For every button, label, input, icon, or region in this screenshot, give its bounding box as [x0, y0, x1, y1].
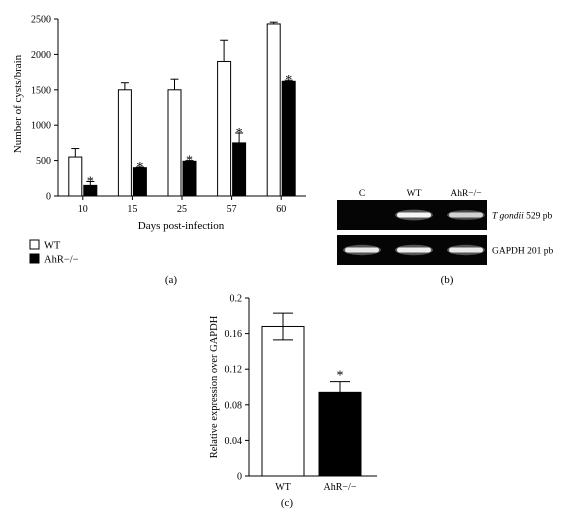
- chart-a-y-tick-label: 1000: [31, 121, 51, 132]
- chart-a-y-tick-label: 2000: [31, 50, 51, 61]
- chart-c-y-tick-label: 0.2: [230, 294, 243, 305]
- chart-a-y-tick-label: 1500: [31, 85, 51, 96]
- gel-row-label: T gondii 529 pb: [492, 212, 553, 222]
- chart-c-y-tick-label: 0.12: [225, 365, 243, 376]
- panel-b-label: (b): [441, 274, 454, 286]
- gel-row-label-species: T gondii: [492, 212, 524, 222]
- chart-a: Number of cysts/brain Days post-infectio…: [12, 15, 306, 286]
- gel-rows: T gondii 529 pb GAPDH 201 pb: [337, 200, 553, 265]
- chart-c-y-axis-label: Relative expression over GAPDH: [209, 315, 220, 458]
- panel-c-label: (c): [281, 497, 294, 509]
- gel-lane-label: C: [359, 189, 365, 199]
- chart-a-bar: [266, 23, 281, 197]
- chart-c-y-tick-label: 0.04: [225, 436, 243, 447]
- chart-a-axes: 0 500 1000 1500 2000 2500 10 15 25 57 60: [31, 15, 306, 215]
- chart-c-y-tick-label: 0.16: [225, 329, 243, 340]
- gel-row-label: GAPDH 201 pb: [492, 247, 553, 257]
- chart-a-bar: [217, 60, 232, 197]
- chart-a-x-axis-label: Days post-infection: [138, 220, 225, 232]
- gel-band: [449, 212, 483, 218]
- chart-c-significance-mark: *: [337, 369, 344, 384]
- chart-a-x-tick-label: 25: [177, 204, 187, 215]
- chart-a-bar: [68, 156, 83, 197]
- chart-a-x-tick-label: 10: [78, 204, 88, 215]
- chart-a-significance-mark: *: [186, 154, 193, 169]
- chart-a-significance-mark: *: [87, 174, 94, 189]
- gel-lane-labels: C WT AhR−/−: [359, 189, 482, 199]
- chart-a-bars: * * * * *: [68, 21, 296, 197]
- chart-a-legend: WT AhR−/−: [29, 239, 79, 266]
- chart-c: Relative expression over GAPDH 0 0.04 0.08…: [209, 294, 377, 509]
- chart-c-bar: [318, 391, 362, 477]
- chart-c-y-tick-label: 0.08: [225, 400, 243, 411]
- gel-row-label-size: 529 pb: [524, 212, 553, 222]
- chart-a-bar: [281, 80, 296, 197]
- gel-lane-label: AhR−/−: [450, 189, 481, 199]
- chart-a-y-tick-label: 2500: [31, 15, 51, 26]
- chart-a-x-tick-label: 15: [127, 204, 137, 215]
- gel-row-label-size: GAPDH 201 pb: [492, 247, 553, 257]
- chart-c-bars: *: [261, 312, 362, 477]
- chart-a-y-tick-label: 500: [36, 156, 51, 167]
- chart-a-legend-swatch: [29, 253, 40, 264]
- chart-a-y-tick-label: 0: [46, 192, 51, 203]
- chart-a-legend-swatch: [29, 239, 40, 250]
- chart-c-x-tick-label: WT: [275, 482, 291, 493]
- gel-band: [345, 247, 379, 253]
- gel-band: [449, 247, 483, 253]
- chart-a-legend-label: AhR−/−: [44, 255, 79, 266]
- chart-c-bar: [261, 325, 305, 477]
- chart-a-x-tick-label: 57: [227, 204, 237, 215]
- chart-a-x-tick-label: 60: [276, 204, 286, 215]
- gel-band: [397, 247, 431, 253]
- chart-a-y-axis-label: Number of cysts/brain: [12, 54, 24, 153]
- chart-a-bar: [117, 89, 132, 197]
- chart-c-x-tick-label: AhR−/−: [324, 482, 357, 493]
- chart-a-bar: [167, 89, 182, 197]
- chart-a-bar: [232, 142, 247, 197]
- chart-a-significance-mark: *: [236, 126, 243, 141]
- gel-lane-label: WT: [407, 189, 422, 199]
- panel-a-label: (a): [165, 274, 178, 286]
- gel-band: [397, 212, 431, 218]
- chart-c-y-tick-label: 0: [237, 472, 242, 483]
- chart-a-significance-mark: *: [285, 73, 292, 88]
- chart-a-significance-mark: *: [136, 160, 143, 175]
- gel-panel: C WT AhR−/− T gondii 529 pb GAPDH 201 pb (b…: [337, 189, 553, 286]
- chart-a-legend-label: WT: [44, 241, 61, 252]
